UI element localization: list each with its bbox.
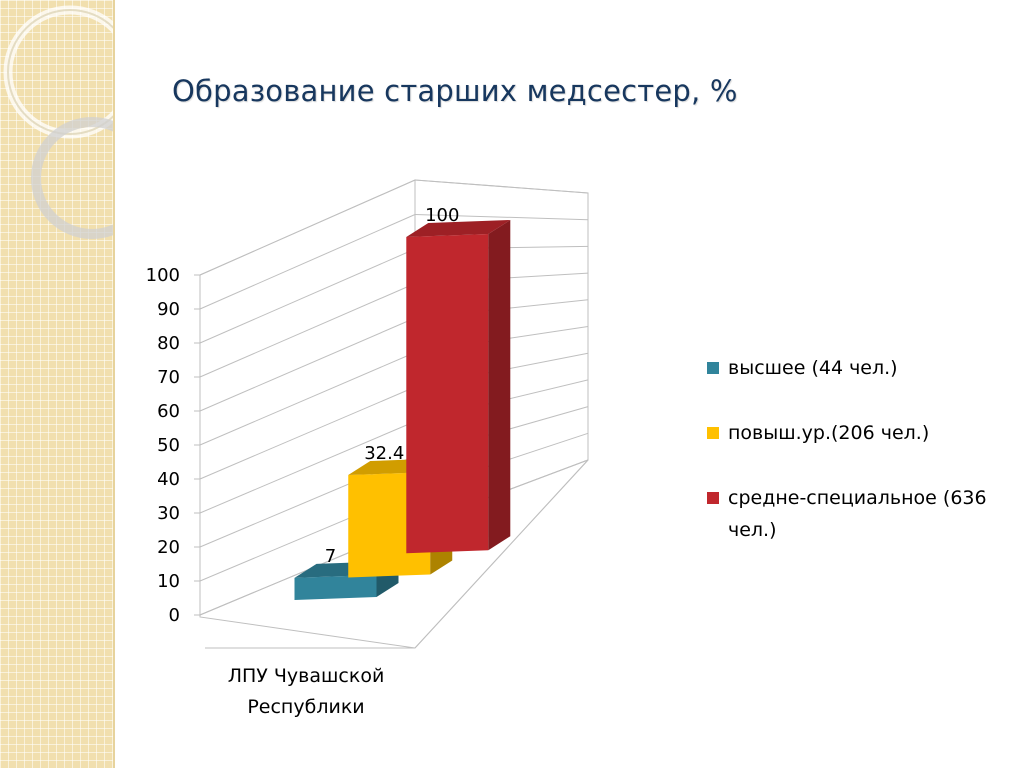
y-tick-label: 10 (157, 571, 180, 592)
y-tick-label: 60 (157, 401, 180, 422)
gridline (199, 386, 416, 480)
decorative-rings (3, 5, 113, 239)
y-tick-label: 30 (157, 503, 180, 524)
decorative-ring-inner (31, 117, 113, 239)
gridline (199, 248, 416, 344)
legend-item: повыш.ур.(206 чел.) (707, 417, 1019, 449)
y-tick-label: 80 (157, 333, 180, 354)
legend-item: средне-специальное (636 чел.) (707, 482, 1019, 546)
legend-label: повыш.ур.(206 чел.) (728, 422, 930, 444)
gridline (199, 352, 416, 446)
gridline (199, 283, 416, 378)
floor-right-edge (414, 459, 589, 649)
y-tick-label: 50 (157, 435, 180, 456)
y-tick-label: 40 (157, 469, 180, 490)
x-category-label-line: ЛПУ Чувашской (228, 665, 385, 687)
page-title: Образование старших медсестер, % (172, 74, 738, 108)
y-tick-label: 70 (157, 367, 180, 388)
legend-label: средне-специальное (636 чел.) (728, 487, 987, 541)
chart-bars (294, 220, 511, 600)
x-axis-category-labels: ЛПУ Чувашской Республики (228, 665, 385, 718)
data-label: 7 (325, 546, 336, 567)
gridline (414, 179, 589, 194)
chart-data-labels: 7 32.4 100 (325, 205, 460, 567)
gridline (199, 421, 416, 514)
decorative-ring-outer-edge (7, 9, 113, 135)
data-label: 32.4 (364, 443, 404, 464)
y-axis-ticks: 0 10 20 30 40 50 60 70 80 90 100 (146, 265, 180, 626)
bar-top-2 (406, 220, 511, 237)
y-tick-label: 100 (146, 265, 180, 286)
x-category-label-line: Республики (247, 696, 364, 718)
legend-item: высшее (44 чел.) (707, 352, 1019, 384)
decorative-side-band (0, 0, 115, 768)
legend-swatch (707, 362, 719, 374)
legend-swatch (707, 492, 719, 504)
gridline (199, 317, 416, 412)
legend-label: высшее (44 чел.) (728, 357, 898, 379)
gridline (414, 214, 589, 221)
bar-front-2 (406, 234, 489, 554)
bar-side-2 (488, 220, 511, 551)
data-label: 100 (425, 205, 459, 226)
y-tick-label: 90 (157, 299, 180, 320)
gridline (199, 214, 416, 310)
chart-legend: высшее (44 чел.) повыш.ур.(206 чел.) сре… (707, 352, 1019, 579)
bar-front-0 (294, 574, 377, 600)
y-tick-label: 20 (157, 537, 180, 558)
legend-swatch (707, 427, 719, 439)
gridline (199, 179, 416, 276)
y-tick-label: 0 (169, 605, 180, 626)
